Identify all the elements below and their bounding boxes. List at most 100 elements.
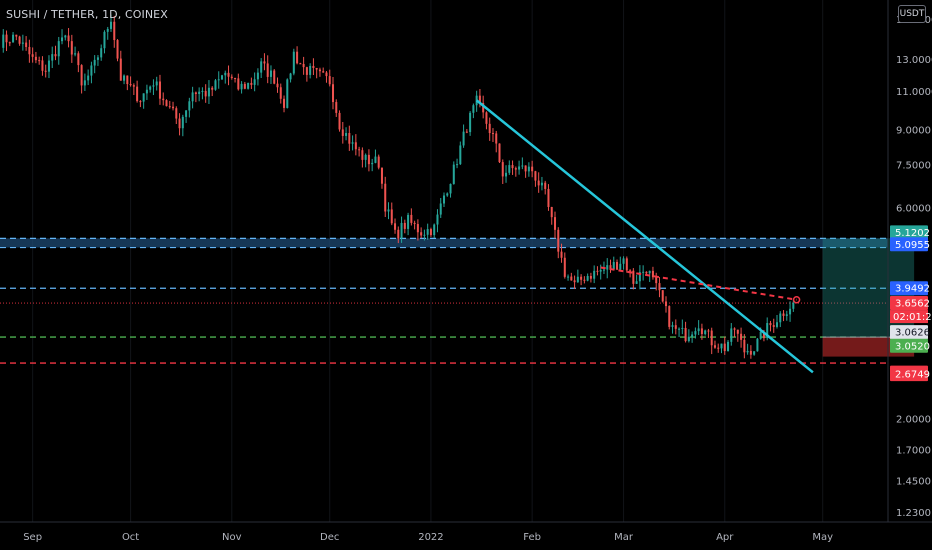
price-tag-bg — [890, 237, 928, 252]
candle — [67, 28, 70, 48]
candle-body — [478, 95, 481, 104]
candle-body — [168, 106, 171, 108]
candle — [263, 53, 266, 71]
candle — [145, 84, 148, 100]
candle — [80, 64, 83, 94]
candle-body — [123, 75, 126, 81]
candle — [782, 310, 785, 322]
countdown-bg — [890, 310, 928, 324]
candle — [302, 56, 305, 75]
candle-body — [775, 322, 779, 327]
chart-grid — [32, 0, 824, 522]
candle — [518, 160, 521, 175]
candle-body — [792, 302, 795, 309]
candle — [214, 78, 217, 91]
countdown-label: 02:01:25 — [893, 312, 932, 323]
candle-body — [305, 67, 308, 75]
candle-body — [247, 82, 250, 89]
candle — [390, 202, 393, 226]
price-tag-label: 5.1202 — [895, 228, 930, 239]
candle — [446, 192, 449, 197]
candle — [367, 149, 370, 172]
candle-body — [178, 118, 181, 129]
candle — [328, 69, 331, 87]
trend-drawings[interactable] — [475, 99, 814, 374]
candle-body — [67, 35, 70, 42]
price-tag-bg — [890, 367, 928, 382]
candle-body — [185, 110, 188, 117]
candle-body — [331, 84, 335, 103]
candle — [57, 36, 60, 65]
candle-body — [403, 222, 406, 229]
candle-body — [224, 72, 227, 76]
candle — [612, 256, 615, 270]
candle-body — [495, 133, 498, 144]
candle-body — [315, 68, 318, 70]
candle-body — [380, 167, 383, 184]
time-axis[interactable]: Sep Oct Nov Dec 2022 Feb Mar Apr May — [0, 521, 932, 543]
candle-body — [586, 275, 589, 281]
candle-body — [207, 87, 210, 97]
candle — [442, 192, 446, 207]
candle — [188, 97, 191, 118]
candle-body — [756, 338, 759, 352]
candle — [700, 323, 703, 340]
candle-body — [211, 87, 214, 90]
candle — [449, 183, 452, 198]
candle — [746, 343, 749, 355]
candle-body — [116, 40, 119, 59]
candle-body — [83, 80, 86, 86]
candle — [642, 265, 645, 281]
candle-body — [204, 90, 207, 97]
candle — [573, 275, 576, 290]
candle-body — [302, 63, 305, 68]
currency-badge[interactable]: USDT — [898, 5, 926, 23]
candle — [168, 100, 171, 109]
candle — [785, 310, 788, 321]
candle — [283, 95, 286, 113]
price-tag: 3.9492 — [890, 281, 930, 296]
candle — [54, 45, 57, 61]
candle — [674, 319, 677, 335]
candle-body — [188, 101, 191, 111]
candle-body — [93, 59, 96, 66]
candle-body — [96, 57, 99, 60]
candle — [21, 34, 24, 51]
candle-body — [155, 81, 158, 86]
y-tick-label: 1.2300 — [896, 508, 931, 519]
price-tag: 5.0955 — [890, 237, 930, 252]
candle — [410, 208, 413, 226]
candle — [47, 55, 50, 79]
candle-body — [119, 58, 122, 81]
candle-body — [622, 258, 625, 264]
candle-body — [77, 53, 80, 66]
candle-body — [345, 133, 348, 136]
candle-body — [198, 91, 201, 95]
candle — [540, 176, 543, 191]
candle-body — [109, 21, 113, 29]
resistance-band — [0, 238, 888, 248]
candle — [139, 100, 142, 108]
candle-body — [113, 21, 116, 41]
candle-body — [472, 105, 475, 113]
candle-body — [351, 142, 354, 144]
candle — [61, 29, 64, 45]
candle-body — [152, 85, 155, 87]
candle-body — [573, 280, 576, 283]
candle — [126, 75, 129, 91]
candle-body — [498, 143, 501, 163]
candle — [240, 81, 243, 94]
candle-body — [697, 328, 700, 332]
candle — [100, 44, 103, 61]
candle — [537, 172, 540, 193]
candle — [93, 55, 96, 74]
candle — [664, 296, 668, 313]
candle-body — [384, 183, 387, 212]
x-tick-label: Mar — [614, 532, 634, 543]
candle-body — [194, 92, 197, 95]
dashed-line-endpoint — [792, 295, 801, 304]
candle-body — [753, 351, 756, 355]
price-tag-label: 3.0520 — [895, 341, 930, 352]
candle — [194, 91, 197, 103]
